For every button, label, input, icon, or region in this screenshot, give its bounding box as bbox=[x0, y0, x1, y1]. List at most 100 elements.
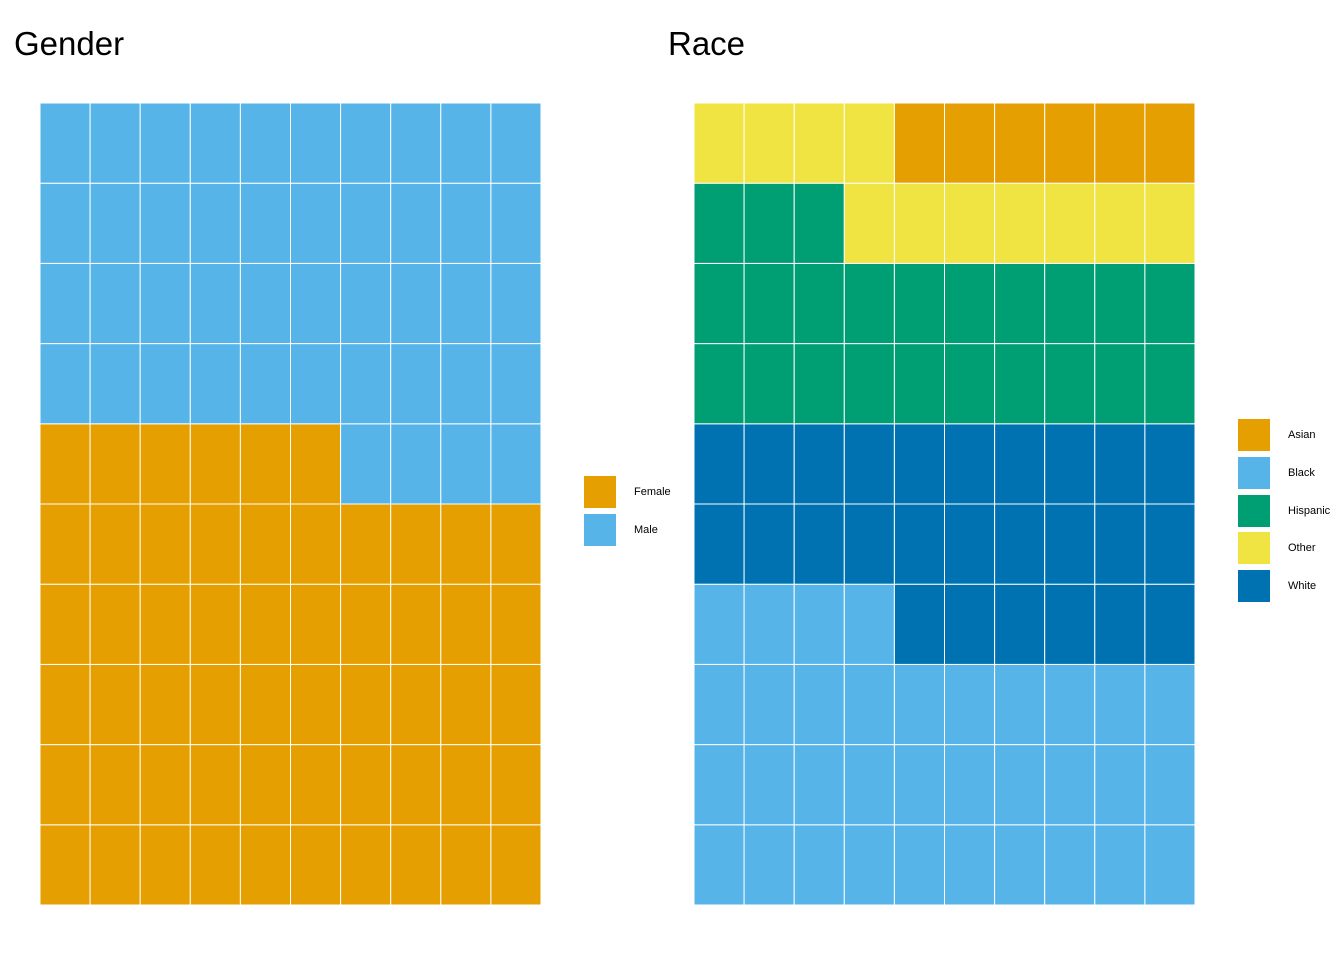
legend-swatch bbox=[1238, 494, 1270, 527]
waffle-cell-male bbox=[189, 262, 241, 345]
waffle-cell-female bbox=[290, 583, 342, 665]
waffle-cell-male bbox=[490, 182, 542, 264]
waffle-cell-hispanic bbox=[994, 262, 1046, 345]
waffle-cell-asian bbox=[994, 102, 1046, 184]
waffle-cell-hispanic bbox=[843, 343, 895, 425]
waffle-cell-white bbox=[994, 583, 1046, 665]
waffle-cell-hispanic bbox=[793, 343, 845, 425]
waffle-cell-male bbox=[239, 182, 291, 264]
legend-swatch bbox=[1238, 532, 1270, 565]
waffle-cell-male bbox=[390, 182, 442, 264]
legend-swatch bbox=[584, 514, 616, 546]
waffle-cell-white bbox=[1094, 583, 1146, 665]
waffle-cell-white bbox=[1044, 423, 1096, 505]
waffle-cell-male bbox=[340, 102, 392, 184]
waffle-cell-male bbox=[490, 102, 542, 184]
waffle-cell-white bbox=[944, 423, 996, 505]
waffle-cell-other bbox=[693, 102, 745, 184]
legend-swatch bbox=[584, 476, 616, 508]
waffle-cell-asian bbox=[1144, 102, 1196, 184]
waffle-cell-female bbox=[290, 503, 342, 585]
waffle-cell-female bbox=[39, 423, 91, 505]
waffle-cell-female bbox=[390, 503, 442, 585]
waffle-cell-male bbox=[340, 343, 392, 425]
waffle-cell-male bbox=[340, 423, 392, 505]
waffle-cell-other bbox=[793, 102, 845, 184]
waffle-cell-black bbox=[743, 663, 795, 746]
waffle-cell-male bbox=[139, 182, 191, 264]
gender-chart-title: Gender bbox=[14, 25, 125, 62]
waffle-cell-female bbox=[390, 744, 442, 826]
race-chart-title: Race bbox=[668, 25, 746, 62]
waffle-cell-male bbox=[390, 423, 442, 505]
waffle-cell-female bbox=[139, 503, 191, 585]
waffle-cell-female bbox=[340, 583, 392, 665]
waffle-cell-female bbox=[239, 583, 291, 665]
waffle-cell-other bbox=[944, 182, 996, 264]
waffle-cell-black bbox=[743, 583, 795, 665]
waffle-cell-black bbox=[843, 824, 895, 906]
waffle-cell-white bbox=[994, 503, 1046, 585]
waffle-cell-male bbox=[290, 343, 342, 425]
waffle-cell-male bbox=[239, 343, 291, 425]
legend-label: White bbox=[1288, 580, 1317, 592]
waffle-cell-other bbox=[843, 182, 895, 264]
waffle-cell-male bbox=[490, 343, 542, 425]
legend-label: Other bbox=[1288, 542, 1316, 555]
waffle-cell-male bbox=[39, 343, 91, 425]
waffle-cell-female bbox=[340, 824, 392, 906]
waffle-cell-black bbox=[944, 824, 996, 906]
waffle-cell-black bbox=[1144, 744, 1196, 826]
legend-label: Black bbox=[1288, 466, 1315, 479]
waffle-cell-female bbox=[490, 583, 542, 665]
waffle-cell-hispanic bbox=[743, 182, 795, 264]
waffle-cell-female bbox=[39, 824, 91, 906]
legend-item-asian: Asian bbox=[1238, 419, 1344, 451]
waffle-cell-male bbox=[440, 262, 492, 345]
waffle-cell-black bbox=[1094, 824, 1146, 906]
waffle-cell-black bbox=[793, 583, 845, 665]
waffle-cell-black bbox=[843, 744, 895, 826]
waffle-cell-female bbox=[440, 503, 492, 585]
legend-item-male: Male bbox=[584, 514, 704, 546]
waffle-cell-hispanic bbox=[693, 262, 745, 345]
waffle-cell-white bbox=[994, 423, 1046, 505]
waffle-cell-hispanic bbox=[1044, 262, 1096, 345]
waffle-cell-white bbox=[1144, 503, 1196, 585]
waffle-cell-female bbox=[440, 583, 492, 665]
legend-swatch bbox=[1238, 419, 1270, 451]
waffle-cell-black bbox=[944, 744, 996, 826]
legend-label: Male bbox=[634, 524, 658, 536]
waffle-cell-female bbox=[39, 744, 91, 826]
waffle-cell-male bbox=[89, 182, 141, 264]
waffle-cell-female bbox=[440, 663, 492, 746]
legend-item-hispanic: Hispanic bbox=[1238, 494, 1344, 527]
waffle-cell-male bbox=[340, 182, 392, 264]
waffle-cell-hispanic bbox=[994, 343, 1046, 425]
waffle-cell-black bbox=[843, 583, 895, 665]
waffle-cell-female bbox=[290, 744, 342, 826]
waffle-cell-male bbox=[39, 182, 91, 264]
waffle-cell-female bbox=[490, 824, 542, 906]
waffle-cell-female bbox=[89, 744, 141, 826]
waffle-cell-female bbox=[189, 503, 241, 585]
waffle-cell-white bbox=[1144, 423, 1196, 505]
waffle-cell-female bbox=[440, 824, 492, 906]
waffle-cell-female bbox=[390, 663, 442, 746]
waffle-cell-black bbox=[994, 663, 1046, 746]
waffle-cell-hispanic bbox=[843, 262, 895, 345]
waffle-cell-asian bbox=[1094, 102, 1146, 184]
waffle-cell-male bbox=[239, 102, 291, 184]
waffle-cell-female bbox=[340, 503, 392, 585]
waffle-cell-hispanic bbox=[1144, 343, 1196, 425]
waffle-cell-male bbox=[490, 262, 542, 345]
waffle-cell-asian bbox=[944, 102, 996, 184]
waffle-cell-black bbox=[1044, 663, 1096, 746]
waffle-cell-black bbox=[1044, 824, 1096, 906]
race-waffle-grid bbox=[693, 102, 1196, 906]
waffle-cell-male bbox=[239, 262, 291, 345]
waffle-cell-white bbox=[944, 503, 996, 585]
waffle-cell-black bbox=[1094, 663, 1146, 746]
waffle-cell-female bbox=[89, 663, 141, 746]
